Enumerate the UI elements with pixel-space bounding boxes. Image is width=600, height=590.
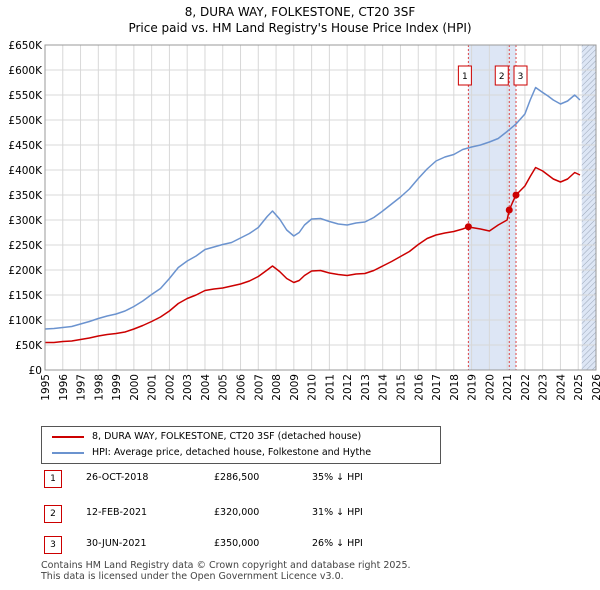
x-tick-label: 2018 — [449, 374, 461, 401]
sale-number-badge: 3 — [44, 536, 62, 554]
x-tick-label: 2011 — [324, 374, 336, 401]
x-tick-label: 2016 — [413, 374, 425, 401]
footer-licence: This data is licensed under the Open Gov… — [41, 571, 344, 582]
x-tick-label: 1997 — [76, 374, 88, 401]
legend-swatch-property — [52, 435, 84, 438]
sale-price: £350,000 — [214, 538, 260, 549]
y-tick-label: £650K — [8, 40, 43, 52]
x-tick-label: 2008 — [271, 374, 283, 401]
x-tick-label: 2010 — [307, 374, 319, 401]
sale-date: 26-OCT-2018 — [86, 472, 149, 483]
sale-marker-label-box — [457, 65, 472, 86]
y-tick-label: £150K — [8, 290, 43, 302]
y-tick-label: £50K — [15, 340, 43, 352]
hpi-line — [44, 86, 581, 330]
footer: Contains HM Land Registry data © Crown c… — [41, 560, 411, 582]
x-tick-label: 2024 — [555, 374, 567, 401]
sale-hpi-diff: 35% ↓ HPI — [312, 472, 363, 483]
x-tick-label: 2001 — [147, 374, 159, 401]
x-tick-label: 2009 — [289, 374, 301, 401]
x-tick-label: 1996 — [58, 374, 70, 401]
y-tick-label: £500K — [8, 115, 43, 127]
legend-item-hpi: HPI: Average price, detached house, Folk… — [52, 446, 371, 460]
sale-price: £320,000 — [214, 507, 260, 518]
x-tick-label: 2012 — [342, 374, 354, 401]
sale-date: 12-FEB-2021 — [86, 507, 148, 518]
x-tick-label: 2003 — [182, 374, 194, 401]
x-tick-label: 2014 — [378, 374, 390, 401]
sale-hpi-diff: 26% ↓ HPI — [312, 538, 363, 549]
x-tick-label: 2019 — [467, 374, 479, 401]
x-tick-label: 2013 — [360, 374, 372, 401]
footer-copyright: Contains HM Land Registry data © Crown c… — [41, 560, 411, 571]
x-tick-label: 2020 — [484, 374, 496, 401]
sale-marker-label: 3 — [518, 72, 524, 82]
sale-number-badge: 2 — [44, 505, 62, 523]
x-tick-label: 2022 — [520, 374, 532, 401]
x-tick-label: 1998 — [93, 374, 105, 401]
y-tick-label: £350K — [8, 190, 43, 202]
y-tick-label: £450K — [8, 140, 43, 152]
x-tick-label: 2002 — [164, 374, 176, 401]
x-tick-label: 2004 — [200, 374, 212, 401]
legend-label-hpi: HPI: Average price, detached house, Folk… — [92, 447, 372, 458]
property-price-line — [45, 166, 581, 344]
y-tick-label: £300K — [8, 215, 43, 227]
legend-swatch-hpi — [52, 451, 84, 454]
price-chart: 1 2 3 £0 £50K £100K £150K £200K £250K £300K £350K £… — [8, 40, 600, 401]
sale-row: 3 30-JUN-2021 £350,000 26% ↓ HPI — [44, 536, 474, 554]
x-tick-label: 2015 — [395, 374, 407, 401]
chart-subtitle: Price paid vs. HM Land Registry's House … — [128, 21, 472, 35]
legend-label-property: 8, DURA WAY, FOLKESTONE, CT20 3SF (detac… — [92, 431, 362, 442]
chart-title: 8, DURA WAY, FOLKESTONE, CT20 3SF — [184, 5, 416, 19]
sale-point — [512, 191, 520, 199]
chart-title-block: 8, DURA WAY, FOLKESTONE, CT20 3SF Price … — [0, 4, 600, 36]
sale-marker-label: 1 — [462, 72, 468, 82]
sale-date: 30-JUN-2021 — [86, 538, 147, 549]
x-tick-label: 2005 — [218, 374, 230, 401]
x-tick-label: 2017 — [431, 374, 443, 401]
sale-marker-label-box — [513, 65, 528, 86]
x-tick-label: 2026 — [591, 374, 600, 401]
sale-price: £286,500 — [214, 472, 260, 483]
x-tick-label: 2021 — [502, 374, 514, 401]
x-tick-label: 2000 — [129, 374, 141, 401]
sale-point — [505, 206, 513, 214]
sale-hpi-diff: 31% ↓ HPI — [312, 507, 363, 518]
x-tick-label: 2023 — [538, 374, 550, 401]
sale-number-badge: 1 — [44, 470, 62, 488]
y-tick-label: £0 — [29, 365, 42, 377]
y-tick-label: £100K — [8, 315, 43, 327]
sale-row: 1 26-OCT-2018 £286,500 35% ↓ HPI — [44, 470, 474, 488]
y-tick-label: £250K — [8, 240, 43, 252]
legend: 8, DURA WAY, FOLKESTONE, CT20 3SF (detac… — [41, 426, 441, 464]
sale-marker-label-box — [494, 65, 509, 86]
x-tick-label: 2007 — [253, 374, 265, 401]
y-tick-label: £400K — [8, 165, 43, 177]
plot-frame — [44, 44, 597, 371]
y-tick-label: £550K — [8, 90, 43, 102]
y-tick-label: £200K — [8, 265, 43, 277]
x-tick-label: 1995 — [40, 374, 52, 401]
x-tick-label: 2006 — [236, 374, 248, 401]
y-tick-label: £600K — [8, 65, 43, 77]
legend-item-property: 8, DURA WAY, FOLKESTONE, CT20 3SF (detac… — [52, 430, 361, 444]
sale-row: 2 12-FEB-2021 £320,000 31% ↓ HPI — [44, 505, 474, 523]
x-tick-label: 2025 — [573, 374, 585, 401]
x-tick-label: 1999 — [111, 374, 123, 401]
sale-point — [464, 223, 472, 231]
hatched-region — [581, 45, 596, 370]
sale-marker-label: 2 — [499, 72, 505, 82]
